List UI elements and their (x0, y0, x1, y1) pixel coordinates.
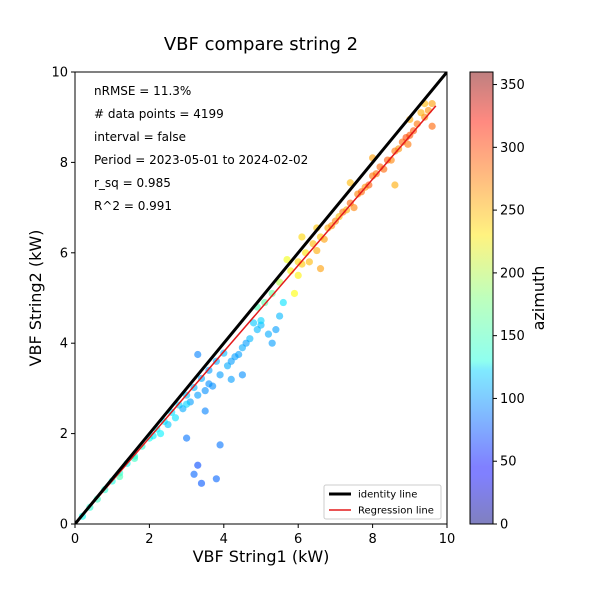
data-point (164, 420, 172, 429)
data-point (424, 106, 432, 115)
data-point (261, 298, 269, 307)
colorbar-tick-label: 250 (500, 204, 525, 219)
data-point (212, 475, 220, 483)
x-tick-label: 2 (145, 532, 153, 547)
stat-line: nRMSE = 11.3% (94, 84, 191, 98)
data-point (227, 375, 235, 383)
data-point (149, 432, 157, 440)
stat-line: interval = false (94, 130, 186, 144)
data-point (365, 181, 373, 189)
legend: identity line Regression line (323, 484, 442, 520)
stat-line: Period = 2023-05-01 to 2024-02-02 (94, 153, 308, 167)
colorbar-tick-label: 300 (500, 141, 525, 156)
data-point (194, 391, 202, 399)
legend-box (323, 484, 442, 520)
colorbar-tick-label: 200 (500, 266, 525, 281)
y-tick-label: 10 (51, 66, 68, 81)
data-point (171, 414, 180, 422)
data-point (346, 179, 354, 187)
x-tick-label: 8 (368, 532, 376, 547)
data-point (201, 387, 209, 395)
x-axis: 0 2 4 6 8 10 (71, 524, 455, 547)
data-point (194, 461, 202, 469)
legend-identity-label: identity line (358, 490, 417, 501)
data-point (238, 371, 246, 379)
data-point (313, 246, 321, 255)
x-tick-label: 0 (71, 532, 79, 547)
reference-lines (75, 72, 447, 524)
data-point (391, 181, 399, 189)
colorbar-tick-label: 350 (500, 78, 525, 93)
data-point (249, 319, 258, 327)
data-point (220, 349, 228, 357)
data-point (404, 140, 412, 148)
x-axis-label: VBF String1 (kW) (193, 547, 330, 566)
colorbar-frame (469, 71, 494, 525)
y-tick-label: 2 (60, 427, 68, 442)
y-axis: 0 2 4 6 8 10 (51, 66, 75, 533)
x-tick-label: 10 (439, 532, 456, 547)
data-point (305, 258, 313, 266)
colorbar-tick-label: 50 (500, 455, 517, 470)
data-point (283, 255, 291, 264)
legend-regression-label: Regression line (358, 506, 434, 517)
colorbar-tick-label: 100 (500, 392, 525, 407)
x-tick-label: 4 (220, 532, 228, 547)
plot-frame (74, 71, 448, 525)
data-point (216, 441, 224, 449)
chart-title: VBF compare string 2 (164, 34, 358, 55)
colorbar: 0 50 100 150 200 250 300 350 azimuth (469, 71, 548, 533)
data-point (428, 100, 436, 108)
data-point (268, 289, 276, 298)
data-point (205, 366, 213, 374)
y-tick-label: 6 (60, 246, 68, 261)
regression-line (75, 105, 437, 524)
data-point (316, 265, 325, 273)
stat-line: r_sq = 0.985 (94, 176, 171, 190)
data-point (298, 233, 306, 241)
colorbar-tick-label: 150 (500, 329, 525, 344)
data-point (242, 339, 250, 347)
colorbar-ticks: 0 50 100 150 200 250 300 350 (493, 78, 525, 533)
data-point (216, 371, 224, 379)
data-point (194, 350, 202, 359)
y-axis-label: VBF String2 (kW) (26, 230, 45, 367)
x-tick-label: 6 (294, 532, 302, 547)
data-point (183, 400, 191, 408)
data-point (264, 330, 273, 338)
scatter-points (78, 100, 436, 520)
data-point (428, 122, 436, 130)
data-point (268, 339, 276, 347)
data-point (190, 470, 198, 478)
data-point (276, 312, 284, 320)
identity-line (75, 72, 447, 524)
data-point (197, 479, 206, 487)
data-point (417, 109, 425, 117)
y-tick-label: 4 (60, 337, 68, 352)
y-tick-label: 0 (60, 518, 68, 533)
stat-line: R^2 = 0.991 (94, 199, 172, 213)
data-point (272, 326, 280, 334)
data-point (227, 357, 235, 365)
colorbar-tick-label: 0 (500, 518, 508, 533)
data-point (183, 434, 191, 442)
colorbar-gradient (470, 72, 493, 524)
data-point (290, 289, 299, 298)
data-point (156, 430, 165, 438)
stats-annotation: nRMSE = 11.3% # data points = 4199 interva… (94, 84, 308, 213)
data-point (294, 271, 302, 279)
data-point (205, 380, 213, 388)
data-point (387, 156, 395, 164)
data-point (257, 317, 265, 325)
data-point (279, 298, 287, 307)
data-point (235, 350, 243, 359)
colorbar-label: azimuth (529, 266, 548, 331)
stat-line: # data points = 4199 (94, 107, 224, 121)
data-point (350, 204, 358, 212)
y-tick-label: 8 (60, 156, 68, 171)
data-point (201, 407, 209, 415)
